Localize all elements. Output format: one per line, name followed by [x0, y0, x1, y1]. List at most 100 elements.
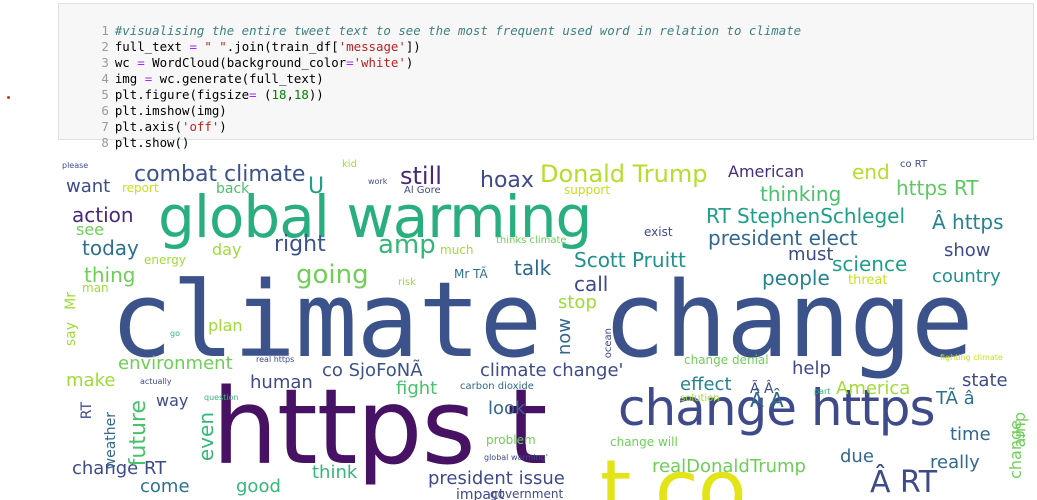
wordcloud-word: go [170, 329, 180, 338]
wordcloud-word: energy [144, 253, 186, 267]
wordcloud-word: RT [79, 402, 95, 420]
wordcloud-word: back [216, 181, 250, 197]
code-line-3[interactable]: 3 wc = WordCloud(background_color='white'… [59, 39, 413, 70]
wordcloud-word: thinks climate [496, 235, 567, 246]
wordcloud-word: https t [212, 366, 548, 488]
wordcloud-word: global warming' [484, 453, 548, 462]
wordcloud-word: really [930, 452, 980, 473]
wordcloud-word: real https [256, 355, 295, 364]
wordcloud-word: Â https [932, 210, 1004, 234]
wordcloud-word: day [212, 240, 242, 259]
code-token: #visualising the entire tweet text to se… [114, 23, 802, 38]
wordcloud-word: call [574, 272, 609, 296]
line-number: 8 [101, 135, 109, 150]
wordcloud-word: report [122, 181, 159, 195]
wordcloud-word: environment [118, 353, 233, 374]
line-number: 1 [101, 23, 109, 38]
wordcloud-word: change https [618, 379, 936, 437]
wordcloud-word: weather [103, 412, 119, 470]
wordcloud-word: U [308, 174, 325, 199]
wordcloud-word: action [72, 203, 134, 227]
wordcloud-word: much [440, 243, 474, 257]
wordcloud-word: president issue [428, 468, 565, 489]
wordcloud-word: science [832, 252, 908, 276]
wordcloud-word: country [932, 266, 1001, 287]
wordcloud-word: think [312, 462, 358, 483]
wordcloud-word: plan [208, 316, 243, 335]
wordcloud-word: co RT [900, 159, 928, 170]
wordcloud-word: must [788, 244, 834, 265]
wordcloud-word: change denial [684, 353, 769, 367]
code-line-4[interactable]: 4 img = wc.generate(full_text) [59, 55, 323, 86]
wordcloud-word: support [564, 183, 611, 197]
code-line-6[interactable]: 6 plt.imshow(img) [59, 87, 226, 118]
wordcloud-word: Ã Â [750, 381, 774, 397]
wordcloud-word: question [204, 393, 239, 402]
wordcloud-word: realDonaldTrump [652, 456, 806, 477]
wordcloud-word: look [488, 398, 526, 419]
code-token: = [249, 87, 257, 102]
wordcloud-word: America [836, 378, 911, 399]
code-cell[interactable]: 1 #visualising the entire tweet text to s… [58, 3, 1034, 150]
wordcloud-word: risk [398, 277, 416, 288]
wordcloud-word: carbon dioxide [460, 381, 534, 392]
code-token: plt.axis( [114, 119, 182, 134]
wordcloud-word: TÃ â [936, 388, 975, 409]
code-token: ( [256, 87, 272, 102]
code-line-7[interactable]: 7 plt.axis('off') [59, 103, 226, 134]
code-token: 18 [293, 87, 309, 102]
wordcloud-word: ocean [603, 328, 614, 359]
wordcloud-word: due [840, 446, 874, 467]
wordcloud-word: say [63, 322, 79, 347]
code-line-5[interactable]: 5 plt.figure(figsize= (18,18)) [59, 71, 323, 102]
wordcloud-word: RT StephenSchlegel [706, 204, 905, 228]
wordcloud-word: solution [680, 393, 720, 404]
code-line-2[interactable]: 2 full_text = " ".join(train_df['message'… [59, 23, 420, 54]
wordcloud-word: combat climate [134, 162, 306, 187]
line-number: 7 [101, 119, 109, 134]
wordcloud-word: Â RT [870, 465, 938, 500]
wordcloud-word: show [944, 240, 991, 261]
wordcloud-word: Mr [63, 292, 79, 310]
code-line-8[interactable]: 8 plt.show() [59, 119, 189, 150]
wordcloud-word: Scott Pruitt [574, 248, 686, 272]
wordcloud-word: come [140, 476, 190, 497]
code-token: wc [114, 55, 138, 70]
wordcloud-word: climate change' [480, 360, 624, 381]
wordcloud-word: right [274, 232, 326, 257]
wordcloud-word: president elect [708, 226, 858, 250]
wordcloud-word: global warming [158, 183, 592, 251]
wordcloud-word: thinking [760, 182, 842, 206]
wordcloud-word: actually [140, 377, 172, 386]
code-token: 'message' [338, 39, 406, 54]
wordcloud-word: now [554, 318, 575, 356]
code-token: = [189, 39, 197, 54]
code-token: = [144, 71, 153, 86]
wordcloud-word: stop [558, 292, 597, 313]
line-number: 3 [101, 55, 109, 70]
wordcloud-word: end [852, 160, 890, 184]
wordcloud-word: help [792, 358, 831, 379]
wordcloud-word: Mr TÃ [454, 267, 488, 281]
wordcloud-word: good [236, 476, 281, 497]
wordcloud-word: https RT [896, 176, 979, 200]
code-token: 'off' [181, 119, 220, 134]
code-line-1[interactable]: 1 #visualising the entire tweet text to s… [59, 7, 801, 38]
line-number: 4 [101, 71, 109, 86]
wordcloud-word: co SjoFoNÃ [322, 360, 423, 381]
wordcloud-word: see [76, 220, 105, 239]
code-token: plt.figure(figsize [114, 87, 250, 102]
wordcloud-word: still [400, 162, 442, 190]
code-token: = [346, 55, 354, 70]
wordcloud-word: Al Gore [404, 185, 441, 196]
wordcloud-word: exist [644, 225, 673, 239]
wordcloud-word: man [82, 281, 109, 295]
code-token: ]) [405, 39, 421, 54]
code-token: plt.imshow(img) [114, 103, 227, 118]
wordcloud-word: Donald Trump [540, 160, 708, 188]
wordcloud-word: change RT [72, 458, 167, 479]
wordcloud-word: amp [378, 230, 436, 260]
wordcloud-word: government [490, 487, 564, 500]
wordcloud-word: fighting climate [940, 353, 1003, 362]
code-token: ) [219, 119, 227, 134]
